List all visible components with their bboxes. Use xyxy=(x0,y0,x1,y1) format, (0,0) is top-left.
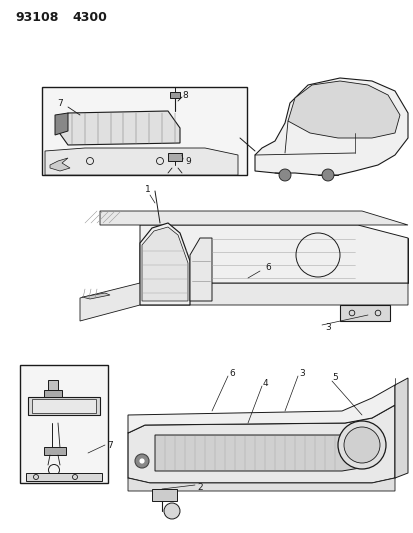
Polygon shape xyxy=(254,78,407,175)
Circle shape xyxy=(343,427,379,463)
Polygon shape xyxy=(82,293,110,299)
Bar xyxy=(168,153,182,161)
Text: 1: 1 xyxy=(145,184,150,193)
Text: 6: 6 xyxy=(264,263,270,272)
Text: 3: 3 xyxy=(324,324,330,333)
Polygon shape xyxy=(80,283,407,321)
Polygon shape xyxy=(339,305,389,321)
Text: 8: 8 xyxy=(182,91,188,100)
Bar xyxy=(20,365,108,483)
Circle shape xyxy=(337,421,385,469)
Polygon shape xyxy=(142,227,188,301)
Bar xyxy=(32,399,96,413)
Bar xyxy=(28,397,100,415)
Polygon shape xyxy=(287,81,399,138)
Text: 6: 6 xyxy=(228,368,234,377)
Polygon shape xyxy=(154,428,359,471)
Polygon shape xyxy=(140,223,190,305)
Polygon shape xyxy=(55,113,68,135)
Polygon shape xyxy=(190,238,211,301)
Polygon shape xyxy=(50,158,70,171)
Polygon shape xyxy=(394,378,407,478)
Text: 7: 7 xyxy=(57,99,63,108)
Polygon shape xyxy=(140,225,407,283)
Bar xyxy=(44,447,66,455)
Text: 9: 9 xyxy=(185,157,190,166)
Circle shape xyxy=(164,503,180,519)
Bar xyxy=(152,489,177,501)
Text: 5: 5 xyxy=(331,374,337,383)
Text: 3: 3 xyxy=(299,368,304,377)
Polygon shape xyxy=(58,111,180,145)
Text: 4300: 4300 xyxy=(72,11,107,24)
Circle shape xyxy=(135,454,149,468)
Text: 7: 7 xyxy=(107,440,113,449)
Bar xyxy=(44,390,62,397)
Text: 2: 2 xyxy=(197,483,202,492)
Bar xyxy=(26,473,102,481)
Bar xyxy=(42,87,247,175)
Circle shape xyxy=(321,169,333,181)
Bar xyxy=(170,92,180,98)
Polygon shape xyxy=(128,405,394,483)
Bar xyxy=(48,380,58,390)
Polygon shape xyxy=(128,478,394,491)
Text: 93108: 93108 xyxy=(15,11,58,24)
Polygon shape xyxy=(45,148,237,175)
Circle shape xyxy=(278,169,290,181)
Polygon shape xyxy=(128,385,394,433)
Text: 4: 4 xyxy=(261,378,267,387)
Circle shape xyxy=(139,458,145,464)
Polygon shape xyxy=(100,211,407,225)
